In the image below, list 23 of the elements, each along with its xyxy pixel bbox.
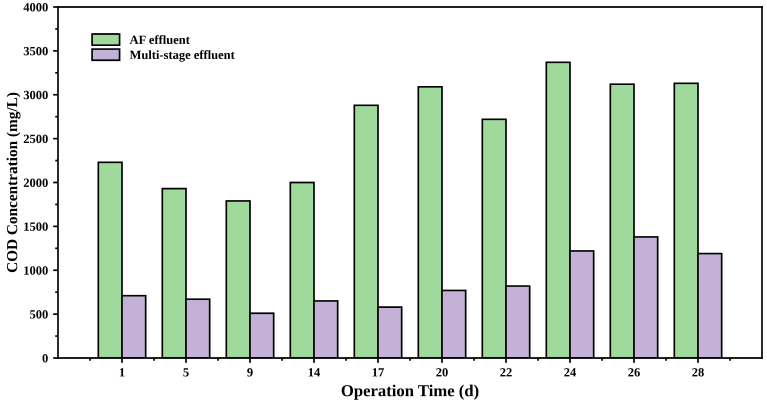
y-tick-label: 2500 <box>24 134 48 144</box>
y-tick-label: 4000 <box>23 3 48 12</box>
y-axis-title: COD Concentration (mg/L) <box>6 92 20 272</box>
x-tick-label: 14 <box>308 368 320 376</box>
y-tick-label: 1500 <box>24 222 48 231</box>
x-tick-label: 9 <box>247 368 253 377</box>
x-tick-label: 17 <box>372 368 384 376</box>
x-tick-label: 24 <box>564 368 576 376</box>
x-tick-label: 28 <box>692 368 704 377</box>
x-tick-label: 22 <box>500 368 512 376</box>
x-tick-label: 1 <box>120 368 124 376</box>
y-tick-label: 500 <box>30 310 48 319</box>
x-axis-title: Operation Time (d) <box>342 384 478 400</box>
legend-label: AF effluent <box>130 35 190 44</box>
y-tick-label: 3000 <box>24 90 48 100</box>
legend-label: Multi-stage effluent <box>130 50 235 62</box>
y-tick-label: 3500 <box>24 46 48 56</box>
x-tick-label: 26 <box>628 368 640 377</box>
y-tick-label: 2000 <box>24 178 48 187</box>
x-tick-label: 5 <box>183 368 189 377</box>
y-tick-label: 0 <box>42 354 48 362</box>
y-tick-label: 1000 <box>24 266 48 275</box>
x-tick-label: 20 <box>436 368 448 377</box>
